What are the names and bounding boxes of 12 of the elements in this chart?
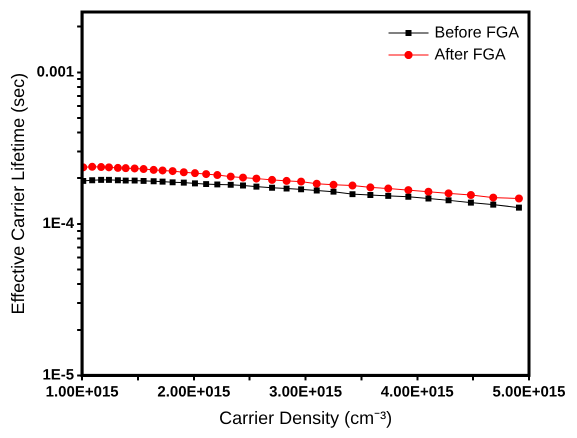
x-axis-title: Carrier Density (cm⁻³) [219, 408, 392, 428]
x-tick-label: 3.00E+015 [269, 384, 342, 401]
legend-label: Before FGA [434, 24, 520, 42]
x-tick-label: 4.00E+015 [380, 384, 454, 401]
y-tick-label: 0.001 [36, 63, 74, 80]
x-tick-label: 1.00E+015 [46, 384, 119, 401]
x-tick-label: 5.00E+015 [492, 384, 566, 401]
y-tick-label: 1E-5 [42, 366, 74, 384]
y-axis-title: Effective Carrier Lifetime (sec) [8, 72, 28, 315]
x-tick-label: 2.00E+015 [157, 384, 230, 401]
y-tick-label: 1E-4 [42, 214, 75, 232]
legend-label: After FGA [434, 46, 506, 64]
